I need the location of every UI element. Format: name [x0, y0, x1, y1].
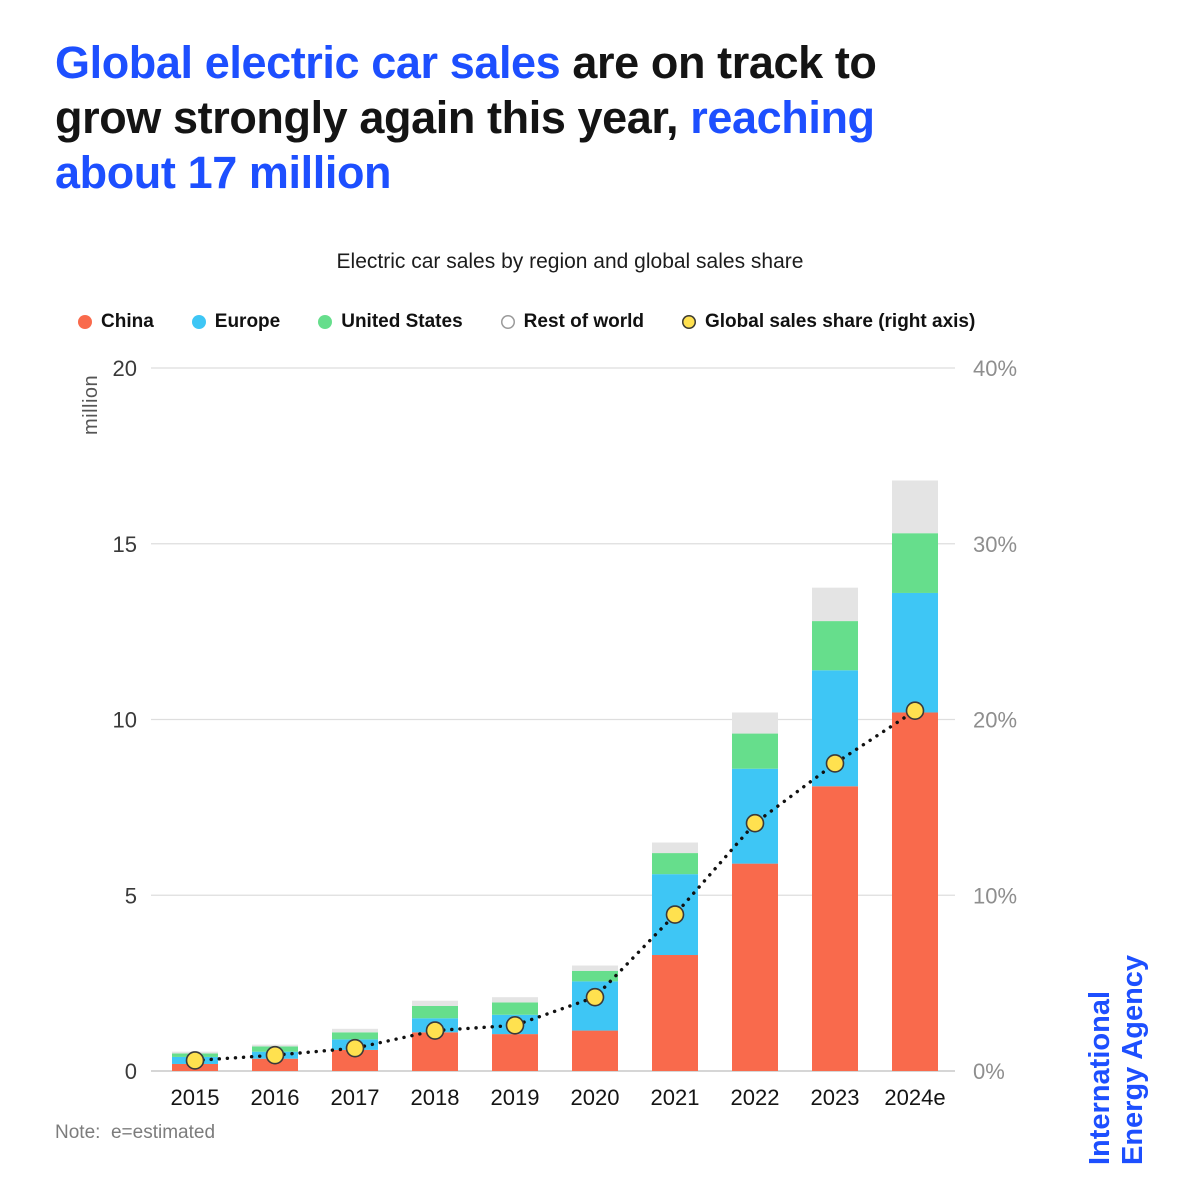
bar-segment	[572, 970, 618, 982]
legend-item: China	[78, 311, 154, 333]
bar-segment	[812, 786, 858, 1071]
legend-label: United States	[341, 311, 463, 332]
legend-item: Global sales share (right axis)	[682, 311, 975, 333]
bar-segment	[892, 712, 938, 1071]
bar-segment	[812, 587, 858, 622]
bar-segment	[572, 1030, 618, 1071]
x-axis-tick-label: 2019	[491, 1085, 540, 1110]
share-dot	[505, 1016, 525, 1035]
bar-segment	[652, 842, 698, 854]
share-dot	[585, 987, 605, 1007]
share-dot	[745, 813, 765, 833]
bar-segment	[652, 955, 698, 1071]
x-axis-tick-label: 2018	[411, 1085, 460, 1110]
bar-segment	[732, 733, 778, 769]
bar-segment	[492, 997, 538, 1003]
bar-segment	[572, 965, 618, 971]
share-dot	[665, 905, 685, 924]
share-dot	[425, 1021, 445, 1040]
legend-label: Europe	[214, 311, 281, 332]
iea-logo-line-1: International	[1084, 990, 1116, 1165]
legend-dot-icon	[682, 315, 696, 329]
share-dot	[265, 1045, 285, 1065]
bar-segment	[732, 863, 778, 1071]
legend: China Europe United States Rest of world Glo…	[78, 311, 975, 333]
legend-label: China	[101, 311, 154, 332]
bar-segment	[412, 1005, 458, 1019]
bar-segment	[892, 592, 938, 713]
legend-label: Global sales share (right axis)	[705, 311, 976, 332]
legend-dot-icon	[318, 315, 333, 329]
x-axis-tick-label: 2020	[571, 1085, 620, 1110]
bar-segment	[892, 533, 938, 593]
legend-dot-icon	[191, 315, 206, 329]
share-dot	[825, 754, 845, 773]
legend-label: Rest of world	[523, 311, 644, 332]
y-axis-right-tick-label: 0%	[973, 1059, 1005, 1084]
legend-dot-icon	[500, 315, 515, 329]
y-axis-left-tick-label: 20	[113, 356, 137, 381]
headline: Global electric car sales are on track t…	[55, 36, 990, 201]
legend-dot-icon	[78, 315, 92, 329]
y-axis-left-tick-label: 10	[113, 708, 137, 733]
y-axis-unit-label: million	[80, 375, 102, 435]
footnote: Note: e=estimated	[55, 1122, 216, 1143]
headline-accent-2: reaching about 17 million	[55, 91, 875, 198]
iea-logo: International Energy Agency	[1084, 905, 1152, 1165]
bar-segment	[732, 712, 778, 734]
legend-item: Rest of world	[500, 311, 644, 333]
x-axis-tick-label: 2021	[651, 1085, 700, 1110]
y-axis-left-tick-label: 15	[113, 532, 137, 557]
bar-segment	[332, 1032, 378, 1040]
bar-segment	[812, 621, 858, 671]
bar-segment	[892, 480, 938, 534]
y-axis-left-tick-label: 0	[125, 1059, 137, 1084]
bar-segment	[492, 1002, 538, 1015]
bar-segment	[252, 1058, 298, 1071]
y-axis-right-tick-label: 20%	[973, 708, 1017, 733]
share-dot	[185, 1051, 205, 1070]
legend-item: Europe	[191, 311, 281, 333]
headline-black: are on track to grow strongly again this…	[55, 37, 877, 143]
x-axis-tick-label: 2022	[731, 1085, 780, 1110]
legend-item: United States	[318, 311, 463, 333]
x-axis-tick-label: 2016	[251, 1085, 300, 1110]
headline-accent-1: Global electric car sales	[55, 37, 561, 88]
y-axis-left-tick-label: 5	[125, 883, 137, 908]
bar-segment	[332, 1028, 378, 1033]
y-axis-right-tick-label: 10%	[973, 883, 1017, 908]
bar-segment	[492, 1034, 538, 1071]
chart-title: Electric car sales by region and global …	[336, 250, 804, 273]
bar-segment	[252, 1044, 298, 1047]
bar-segment	[332, 1049, 378, 1071]
x-axis-tick-label: 2024e	[884, 1085, 945, 1110]
bar-segment	[412, 1000, 458, 1006]
x-axis-tick-label: 2015	[171, 1085, 220, 1110]
bar-segment	[652, 853, 698, 875]
y-axis-right-tick-label: 40%	[973, 356, 1017, 381]
share-dot	[905, 701, 925, 721]
share-dot	[345, 1038, 365, 1058]
x-axis-tick-label: 2023	[811, 1085, 860, 1110]
x-axis-tick-label: 2017	[331, 1085, 380, 1110]
share-line	[193, 709, 917, 1063]
y-axis-right-tick-label: 30%	[973, 532, 1017, 557]
iea-logo-line-2: Energy Agency	[1117, 954, 1150, 1165]
